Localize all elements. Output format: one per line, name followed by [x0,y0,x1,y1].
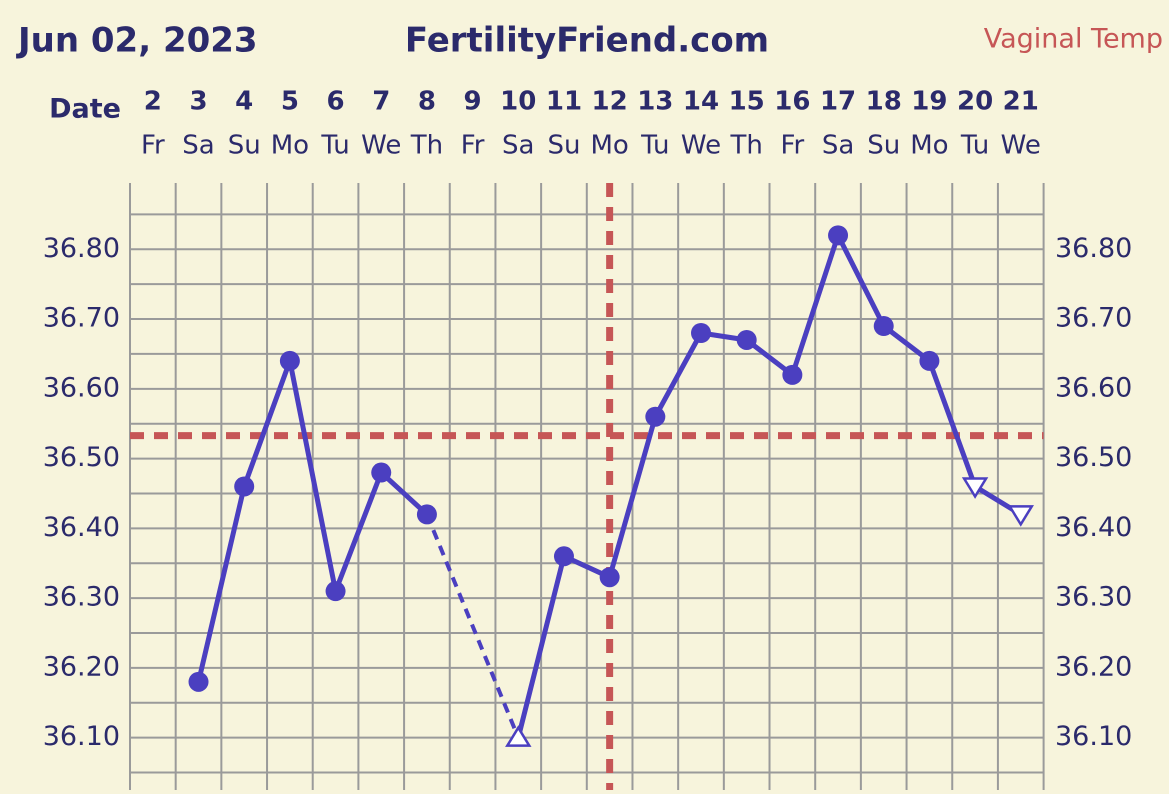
data-point [553,546,574,567]
weekday-label: Sa [502,131,534,161]
gap-bridge [425,513,521,739]
x-tick-label: 17 [820,87,856,117]
x-tick-label: 11 [546,87,582,117]
data-point [919,350,940,371]
chart-title: FertilityFriend.com [405,21,769,61]
x-tick-label: 15 [729,87,765,117]
x-tick-label: 19 [911,87,947,117]
y-tick-label: 36.10 [43,721,120,752]
x-tick-label: 14 [683,87,719,117]
x-tick-label: 9 [464,87,482,117]
x-tick-label: 16 [774,87,810,117]
weekday-label: Sa [822,131,854,161]
weekday-label: Tu [960,131,989,161]
weekday-label: Th [410,131,443,161]
y-tick-label-right: 36.70 [1055,303,1132,334]
x-tick-label: 7 [372,87,390,117]
x-tick-label: 8 [418,87,436,117]
data-point [416,504,437,525]
weekday-label: Su [867,131,900,161]
y-tick-label-right: 36.40 [1055,512,1132,543]
weekday-label: Tu [320,131,349,161]
chart-date: Jun 02, 2023 [16,21,258,61]
x-axis-label: Date [49,94,121,125]
data-point [782,364,803,385]
weekday-label: We [1001,131,1041,161]
y-tick-label-right: 36.10 [1055,721,1132,752]
weekday-label: Mo [590,131,628,161]
data-point-open [961,477,989,499]
y-tick-label-right: 36.50 [1055,442,1132,473]
y-tick-label-right: 36.20 [1055,651,1132,682]
x-tick-label: 20 [957,87,993,117]
weekday-label: Tu [640,131,669,161]
grid [129,183,1045,790]
x-tick-label: 2 [144,87,162,117]
x-tick-label: 12 [592,87,628,117]
weekday-label: Su [228,131,261,161]
y-tick-label: 36.60 [43,372,120,403]
data-point [645,406,666,427]
data-point-open [505,725,532,747]
y-tick-label-right: 36.80 [1055,233,1132,264]
x-tick-label: 10 [500,87,536,117]
weekday-label: We [681,131,721,161]
data-point [599,567,620,588]
y-tick-label: 36.40 [43,512,120,543]
chart-subtitle: Vaginal Temp [984,24,1163,55]
data-point [234,476,255,497]
data-point [325,581,346,602]
data-point [736,329,757,350]
weekday-label: Su [547,131,580,161]
weekday-label: Fr [461,131,485,161]
weekday-label: Fr [141,131,165,161]
x-tick-label: 6 [327,87,345,117]
weekday-label: Mo [910,131,948,161]
y-tick-label: 36.80 [43,233,120,264]
weekday-label: Mo [271,131,309,161]
data-point [873,316,894,337]
data-point [828,225,849,246]
data-point-open [1007,505,1034,527]
x-tick-label: 3 [189,87,207,117]
data-point [371,462,392,483]
y-tick-label: 36.70 [43,303,120,334]
x-tick-label: 5 [281,87,299,117]
weekday-label: We [361,131,401,161]
data-point [188,671,209,692]
y-tick-label: 36.20 [43,651,120,682]
x-tick-label: 21 [1003,87,1039,117]
x-tick-label: 4 [235,87,253,117]
y-tick-label: 36.30 [43,582,120,613]
data-point [279,350,300,371]
data-point [691,323,711,344]
y-tick-label-right: 36.60 [1055,372,1132,403]
weekday-label: Fr [780,131,804,161]
y-tick-label-right: 36.30 [1055,582,1132,613]
weekday-label: Th [729,131,762,161]
weekday-label: Sa [182,131,214,161]
series-line [196,358,429,683]
plot [130,183,1044,790]
y-tick-label: 36.50 [43,442,120,473]
x-tick-label: 18 [866,87,902,117]
x-tick-label: 13 [637,87,673,117]
